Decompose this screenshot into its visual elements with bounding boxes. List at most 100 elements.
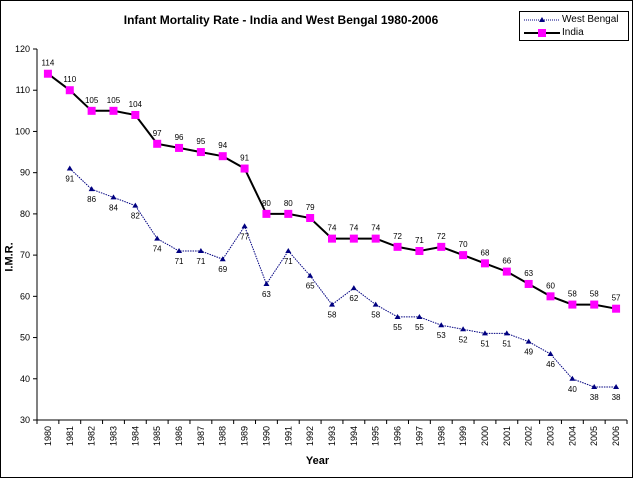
data-point-india [65, 86, 74, 95]
data-point-west-bengal [176, 247, 183, 253]
x-tick-label: 1993 [327, 426, 337, 446]
x-tick-label: 2006 [611, 426, 621, 446]
data-point-west-bengal [569, 375, 576, 381]
x-tick-label: 1983 [108, 426, 118, 446]
data-label-west-bengal: 65 [306, 282, 315, 291]
y-tick-label: 50 [20, 333, 30, 343]
x-tick-label: 1986 [174, 426, 184, 446]
series-line-west-bengal [69, 168, 617, 388]
data-label-india: 105 [85, 96, 99, 105]
legend-swatch-west-bengal [524, 17, 560, 22]
data-point-india [568, 300, 577, 309]
legend-label-west-bengal: West Bengal [562, 14, 619, 25]
x-axis-label: Year [305, 455, 330, 467]
x-tick-label: 1985 [152, 426, 162, 446]
data-label-west-bengal: 71 [196, 257, 205, 266]
data-point-west-bengal [613, 384, 620, 390]
x-tick-label: 1990 [261, 426, 271, 446]
data-point-west-bengal [591, 384, 598, 390]
data-label-west-bengal: 62 [349, 294, 358, 303]
data-label-india: 57 [612, 294, 621, 303]
x-tick-label: 1995 [371, 426, 381, 446]
x-tick-label: 1982 [87, 426, 97, 446]
data-label-west-bengal: 55 [415, 323, 424, 332]
data-label-india: 80 [262, 199, 271, 208]
x-tick-label: 1987 [196, 426, 206, 446]
y-tick-label: 110 [16, 85, 30, 95]
data-label-west-bengal: 63 [262, 290, 271, 299]
data-point-west-bengal [154, 235, 161, 241]
data-point-india [393, 242, 402, 251]
x-tick-label: 1999 [458, 426, 468, 446]
data-point-india [284, 209, 293, 218]
data-point-west-bengal [241, 223, 248, 229]
x-tick-label: 2005 [589, 426, 599, 446]
x-tick-label: 1998 [436, 426, 446, 446]
data-label-india: 60 [546, 281, 555, 290]
data-point-india [153, 139, 162, 148]
legend-swatch-india [524, 29, 560, 37]
data-label-west-bengal: 91 [65, 175, 74, 184]
y-axis-label: I.M.R. [3, 242, 16, 272]
data-point-west-bengal [263, 280, 270, 286]
data-point-india [240, 164, 249, 173]
data-point-india [196, 148, 205, 157]
x-tick-label: 1996 [393, 426, 403, 446]
data-label-india: 74 [328, 224, 337, 233]
x-tick-label: 1981 [65, 426, 75, 446]
data-point-west-bengal [66, 165, 73, 171]
data-point-india [306, 214, 315, 223]
data-label-india: 74 [349, 224, 358, 233]
data-label-west-bengal: 52 [459, 335, 468, 344]
y-tick-label: 100 [15, 126, 30, 136]
data-label-west-bengal: 58 [371, 311, 380, 320]
data-label-india: 80 [284, 199, 293, 208]
data-label-west-bengal: 40 [568, 385, 577, 394]
data-label-west-bengal: 38 [612, 393, 621, 402]
y-tick-label: 60 [20, 291, 30, 301]
data-label-india: 58 [568, 290, 577, 299]
x-tick-label: 1980 [43, 426, 53, 446]
data-point-west-bengal [438, 322, 445, 328]
data-label-india: 70 [459, 240, 468, 249]
data-label-west-bengal: 69 [218, 265, 227, 274]
data-point-west-bengal [88, 186, 95, 192]
data-point-west-bengal [372, 301, 379, 307]
data-point-india [459, 251, 468, 260]
data-point-west-bengal [503, 330, 510, 336]
data-label-west-bengal: 51 [502, 339, 511, 348]
data-point-west-bengal [132, 202, 139, 208]
legend-label-india: India [562, 27, 584, 38]
data-label-west-bengal: 51 [481, 339, 490, 348]
data-label-india: 104 [129, 100, 143, 109]
x-tick-label: 1991 [283, 426, 293, 446]
y-tick-label: 80 [20, 209, 30, 219]
x-tick-label: 1984 [130, 426, 140, 446]
data-point-west-bengal [197, 247, 204, 253]
data-label-west-bengal: 86 [87, 195, 96, 204]
data-label-west-bengal: 77 [240, 232, 249, 241]
data-point-west-bengal [416, 313, 423, 319]
data-label-west-bengal: 82 [131, 212, 140, 221]
data-label-india: 63 [524, 269, 533, 278]
data-point-india [109, 106, 118, 115]
x-tick-label: 2001 [502, 426, 512, 446]
data-point-west-bengal [219, 256, 226, 262]
legend-entry-india: India [520, 27, 628, 39]
x-tick-label: 2002 [524, 426, 534, 446]
data-label-west-bengal: 38 [590, 393, 599, 402]
x-tick-label: 2003 [546, 426, 556, 446]
data-label-west-bengal: 49 [524, 348, 533, 357]
x-tick-label: 1992 [305, 426, 315, 446]
data-label-india: 97 [153, 129, 162, 138]
data-point-india [175, 143, 184, 152]
data-point-india [480, 259, 489, 268]
data-point-india [546, 292, 555, 301]
x-tick-label: 2004 [567, 426, 577, 446]
data-point-india [502, 267, 511, 276]
data-label-india: 110 [63, 75, 76, 84]
legend-entry-west-bengal: West Bengal [520, 14, 628, 26]
x-tick-label: 1989 [240, 426, 250, 446]
y-tick-label: 90 [20, 168, 30, 178]
